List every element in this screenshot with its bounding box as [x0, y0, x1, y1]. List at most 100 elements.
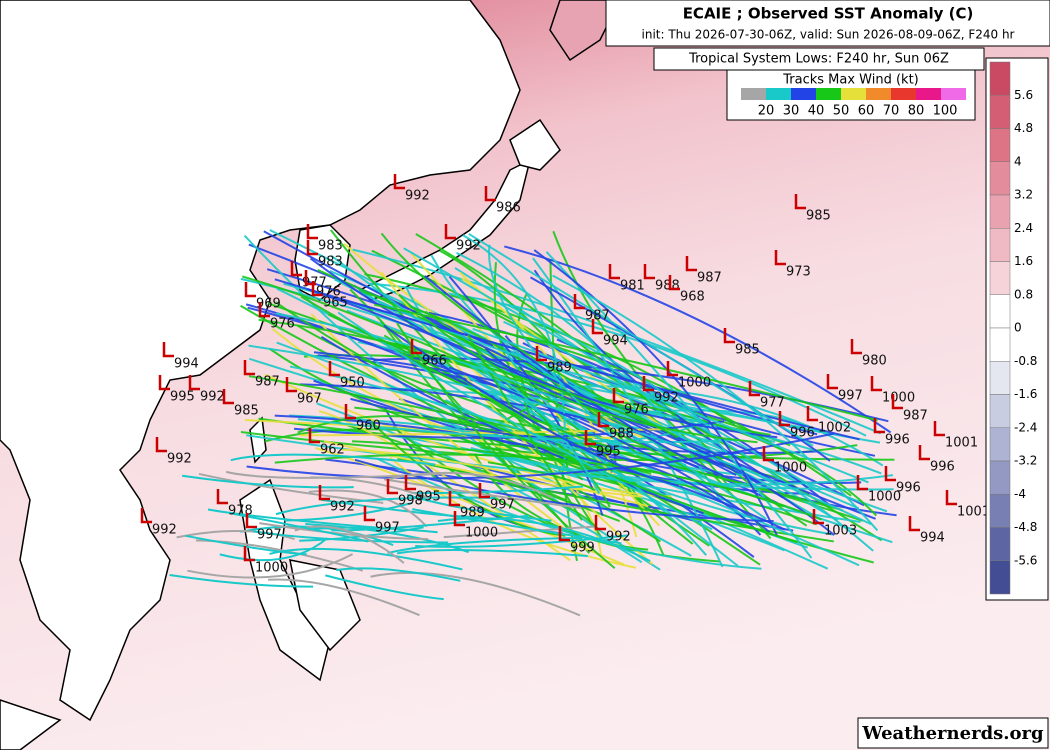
- colorbar-cell: [989, 294, 1011, 329]
- track: [303, 354, 791, 447]
- wind-swatch: [766, 88, 791, 100]
- track: [240, 525, 394, 546]
- low-label: 1000: [255, 561, 288, 576]
- low-label: 996: [790, 426, 815, 441]
- track: [253, 530, 449, 544]
- low-marker: [573, 294, 585, 310]
- low-marker: [762, 446, 774, 462]
- low-marker: [162, 342, 174, 358]
- track: [383, 478, 582, 510]
- watermark-box: [857, 717, 1049, 749]
- low-marker: [318, 485, 330, 501]
- wind-label: 80: [908, 104, 925, 119]
- track: [176, 529, 295, 540]
- low-marker: [591, 319, 603, 335]
- low-label: 986: [496, 201, 521, 216]
- low-label: 992: [456, 239, 481, 254]
- track: [198, 472, 384, 504]
- colorbar-cell: [989, 228, 1011, 262]
- wind-label: 100: [933, 104, 958, 119]
- low-label: 996: [885, 433, 910, 448]
- low-marker: [806, 406, 818, 422]
- track: [187, 553, 354, 579]
- track: [242, 275, 708, 480]
- wind-swatch: [741, 88, 766, 100]
- low-label: 995: [416, 490, 441, 505]
- track: [317, 268, 683, 459]
- track: [246, 432, 835, 480]
- colorbar-label: -5.6: [1014, 553, 1037, 567]
- low-marker: [748, 381, 760, 397]
- low-label: 987: [697, 271, 722, 286]
- low-label: 969: [256, 297, 281, 312]
- track: [383, 324, 680, 487]
- low-label: 996: [930, 460, 955, 475]
- track: [275, 496, 496, 516]
- low-label: 1003: [824, 524, 857, 539]
- track: [306, 526, 438, 534]
- low-marker: [558, 526, 570, 542]
- low-label: 1002: [818, 421, 851, 436]
- low-label: 987: [903, 409, 928, 424]
- track: [406, 493, 552, 522]
- title: ECAIE ; Observed SST Anomaly (C): [683, 5, 974, 23]
- wind-swatch: [816, 88, 841, 100]
- colorbar-label: -4.8: [1014, 520, 1037, 534]
- wind-swatch: [791, 88, 816, 100]
- wind-legend: 20 30 40 50 60 70 80 100: [741, 88, 966, 119]
- colorbar-label: 0.8: [1014, 287, 1033, 301]
- low-marker: [290, 261, 302, 277]
- track: [231, 512, 369, 543]
- low-marker: [812, 509, 824, 525]
- track: [468, 233, 814, 447]
- low-marker: [774, 250, 786, 266]
- low-label: 988: [655, 279, 680, 294]
- track: [370, 571, 581, 617]
- track: [309, 257, 778, 439]
- low-label: 1000: [774, 461, 807, 476]
- track: [269, 547, 463, 571]
- track: [387, 536, 583, 555]
- colorbar-label: -0.8: [1014, 354, 1037, 368]
- low-marker: [597, 412, 609, 428]
- low-marker: [444, 224, 456, 240]
- low-marker: [666, 361, 678, 377]
- track: [258, 318, 666, 431]
- low-marker: [594, 515, 606, 531]
- wind-label: 30: [783, 104, 800, 119]
- colorbar-cell: [989, 494, 1011, 528]
- track: [268, 578, 420, 617]
- low-marker: [344, 404, 356, 420]
- watermark: Weathernerds.org: [861, 723, 1044, 744]
- colorbar-label: 0: [1014, 321, 1022, 335]
- low-label: 985: [735, 343, 760, 358]
- wind-swatch: [891, 88, 916, 100]
- track: [274, 278, 860, 441]
- track: [219, 537, 328, 562]
- low-label: 992: [654, 391, 679, 406]
- low-marker: [723, 328, 735, 344]
- wind-swatch: [916, 88, 941, 100]
- low-label: 965: [323, 296, 348, 311]
- low-label: 994: [603, 334, 628, 349]
- low-marker: [873, 418, 885, 434]
- colorbar-label: -1.6: [1014, 387, 1037, 401]
- track: [182, 474, 354, 489]
- low-label: 997: [257, 528, 282, 543]
- low-label: 989: [547, 361, 572, 376]
- low-label: 989: [460, 506, 485, 521]
- low-label: 973: [786, 265, 811, 280]
- low-marker: [826, 374, 838, 390]
- low-marker: [856, 475, 868, 491]
- wind-title: Tracks Max Wind (kt): [782, 73, 919, 88]
- low-marker: [222, 389, 234, 405]
- low-marker: [584, 430, 596, 446]
- track: [259, 522, 429, 541]
- low-marker: [908, 516, 920, 532]
- low-label: 998: [398, 494, 423, 509]
- low-marker: [158, 375, 170, 391]
- track: [207, 508, 378, 529]
- track: [533, 249, 779, 537]
- low-label: 987: [585, 309, 610, 324]
- wind-swatch: [866, 88, 891, 100]
